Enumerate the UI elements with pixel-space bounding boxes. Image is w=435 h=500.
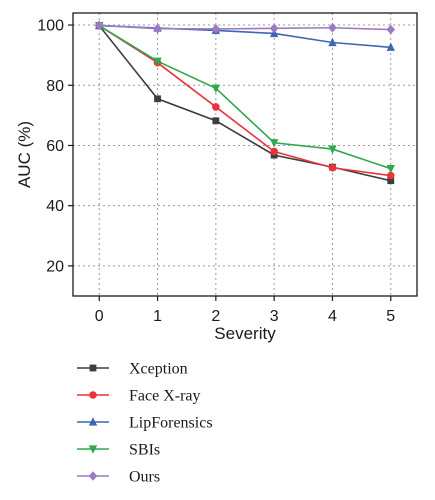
data-point [386,42,395,51]
data-point [153,23,162,34]
y-tick-label: 40 [46,198,64,215]
series-line [99,24,391,31]
x-tick-label: 5 [386,308,395,325]
legend-item: LipForensics [77,415,213,432]
series-line [98,24,392,170]
legend-marker [89,364,97,372]
data-point [328,37,337,47]
legend-item: Xception [77,361,188,378]
data-point [328,145,337,154]
series-face-x-ray [95,21,395,180]
legend: Xception Face X-ray LipForensics SBIs Ours [77,361,213,486]
y-tick-label: 60 [46,138,64,155]
data-point [211,24,221,34]
legend-marker [89,391,97,399]
data-point [212,103,220,111]
legend-label: LipForensics [129,415,213,432]
x-tick-label: 1 [153,308,162,325]
y-tick-label: 20 [46,258,64,275]
data-point [269,139,279,148]
series-xception [95,22,395,185]
data-point [386,24,396,35]
data-point [386,165,395,174]
data-point [212,117,220,125]
legend-marker [88,417,98,426]
x-tick-label: 3 [270,308,279,325]
data-point [328,163,337,172]
legend-item: Face X-ray [77,388,201,405]
data-point [211,84,221,94]
data-point [270,147,278,156]
data-point [386,171,395,180]
data-point [154,95,161,103]
series-ours [94,20,396,35]
legend-item: SBIs [77,442,160,459]
x-tick-label: 4 [328,308,337,325]
legend-marker [88,471,98,481]
y-tick-label: 100 [37,18,64,35]
data-point [387,177,395,185]
x-tick-label: 2 [211,308,220,325]
axes: 0 1 2 3 4 5 20 40 60 80 100 [37,18,395,325]
plot-frame [72,12,418,297]
legend-label: Ours [129,469,160,486]
data-point [269,23,279,34]
x-tick-label: 0 [95,308,104,325]
plot-series [94,20,396,185]
y-axis-title: AUC (%) [15,121,34,188]
y-tick-label: 80 [46,78,64,95]
series-sbis [95,22,395,174]
data-point [94,20,104,31]
data-point [153,57,162,66]
series-line [98,25,391,182]
legend-label: Xception [129,361,188,378]
legend-item: Ours [77,469,160,486]
x-axis-title: Severity [214,324,276,343]
legend-label: SBIs [129,442,160,459]
grid-lines [73,13,417,296]
series-line [98,24,391,177]
legend-label: Face X-ray [129,388,201,405]
data-point [328,22,337,33]
legend-marker [88,445,98,454]
